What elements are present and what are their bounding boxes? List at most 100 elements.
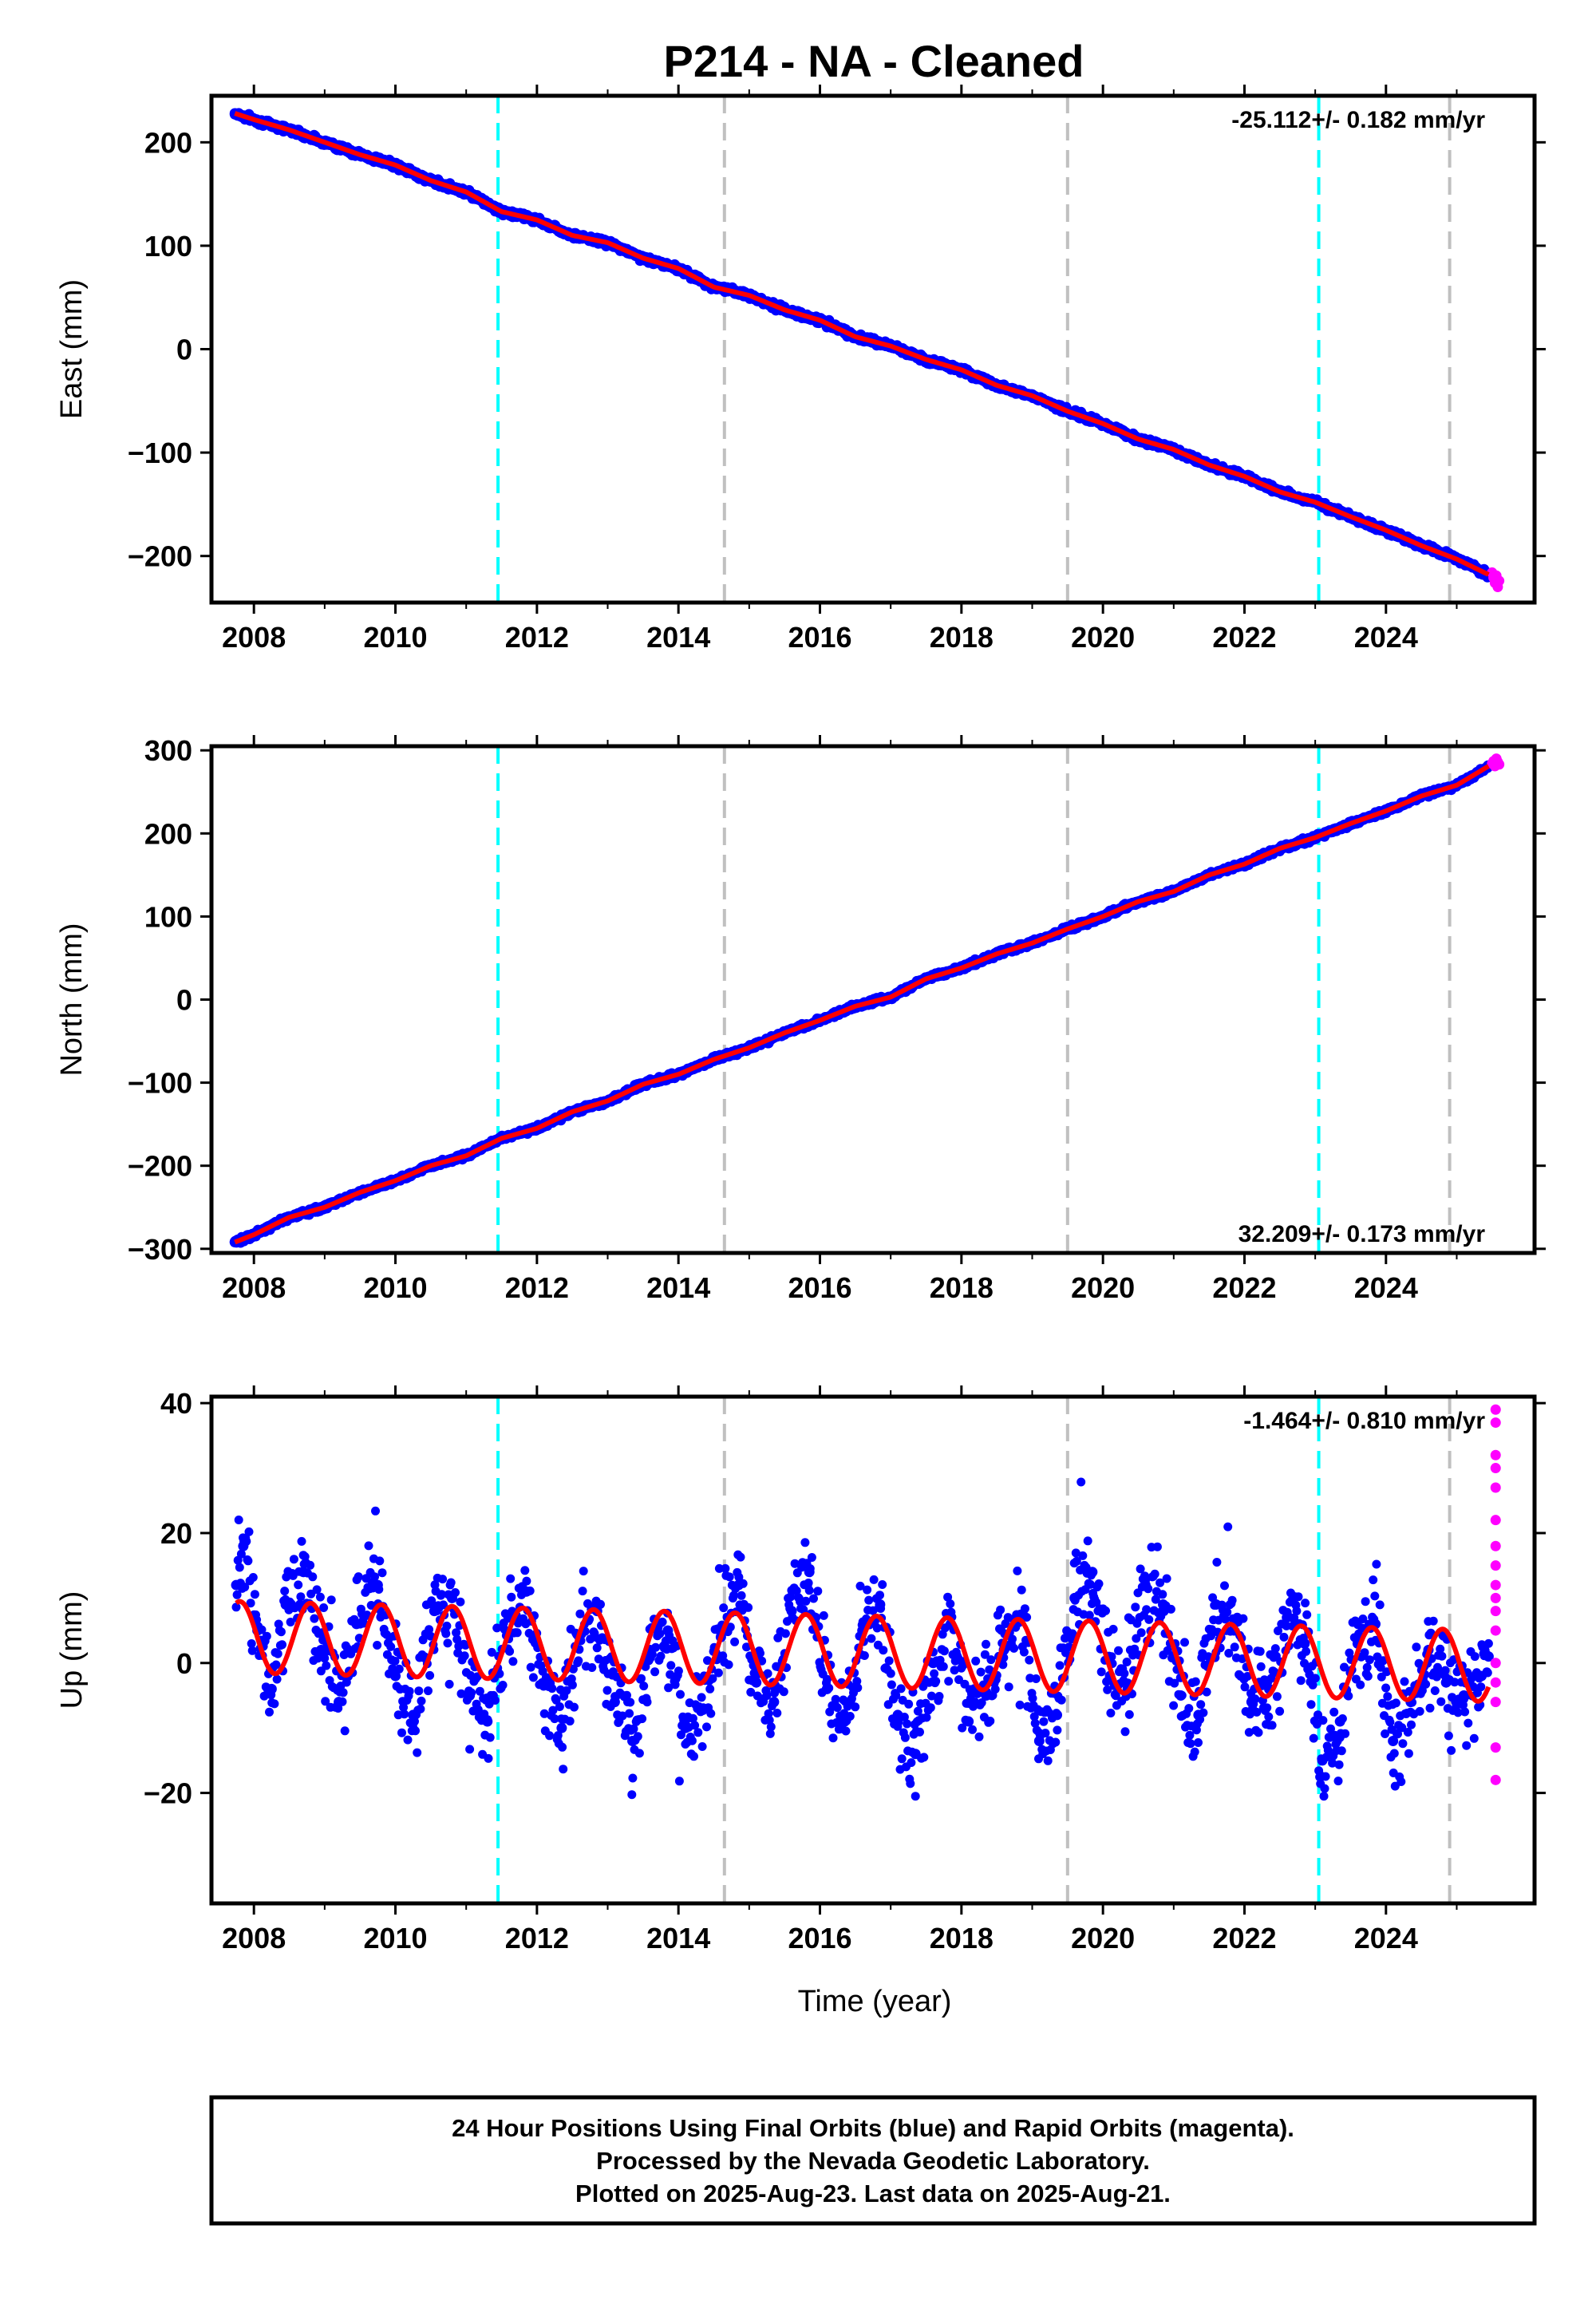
up-daily-point xyxy=(297,1536,306,1546)
up-daily-point xyxy=(326,1595,336,1605)
east-y-tick-label: −100 xyxy=(128,437,192,469)
up-daily-point xyxy=(265,1707,274,1717)
up-daily-point xyxy=(397,1728,406,1737)
up-daily-point xyxy=(296,1592,306,1602)
north-x-tick-label: 2020 xyxy=(1071,1271,1135,1304)
up-daily-point xyxy=(507,1592,516,1602)
up-daily-point xyxy=(280,1587,290,1596)
up-daily-point xyxy=(405,1686,414,1696)
up-daily-point xyxy=(498,1681,508,1690)
up-daily-point xyxy=(310,1614,319,1623)
north-y-tick-label: 300 xyxy=(144,734,192,767)
up-daily-point xyxy=(244,1527,254,1536)
up-daily-point xyxy=(424,1686,433,1696)
east-y-tick-label: 100 xyxy=(144,230,192,263)
up-daily-point xyxy=(465,1745,475,1754)
east-x-tick-label: 2012 xyxy=(505,621,569,654)
up-daily-point xyxy=(338,1688,348,1697)
north-x-tick-label: 2008 xyxy=(222,1271,286,1304)
up-daily-point xyxy=(460,1651,469,1661)
east-x-tick-label: 2010 xyxy=(363,621,427,654)
up-daily-point xyxy=(248,1573,258,1582)
up-daily-point xyxy=(417,1696,426,1705)
up-daily-point xyxy=(354,1572,363,1582)
up-daily-point xyxy=(414,1686,424,1696)
north-x-tick-label: 2024 xyxy=(1354,1271,1418,1304)
north-x-tick-label: 2022 xyxy=(1212,1271,1276,1304)
north-x-tick-label: 2012 xyxy=(505,1271,569,1304)
up-daily-point xyxy=(364,1541,373,1551)
up-daily-point xyxy=(262,1631,271,1641)
north-rate-label: 32.209+/- 0.173 mm/yr xyxy=(1238,1221,1486,1247)
up-daily-point xyxy=(400,1709,409,1719)
up-daily-point xyxy=(308,1572,318,1582)
north-x-tick-label: 2016 xyxy=(788,1271,851,1304)
up-daily-point xyxy=(235,1563,244,1572)
up-daily-point xyxy=(456,1597,465,1607)
up-daily-point xyxy=(322,1661,331,1670)
up-daily-point xyxy=(443,1638,452,1648)
up-panel: 2008 2010 2012 2014 2016 2018 2020 2022 2024−200… xyxy=(55,1385,1546,1954)
up-daily-point xyxy=(270,1699,279,1709)
up-daily-point xyxy=(413,1748,422,1757)
up-daily-point xyxy=(505,1646,515,1656)
up-daily-point xyxy=(438,1575,448,1584)
east-y-tick-label: 0 xyxy=(176,334,192,366)
up-daily-point xyxy=(484,1753,493,1763)
up-daily-point xyxy=(289,1555,298,1564)
up-daily-point xyxy=(403,1735,413,1745)
east-rapid-point xyxy=(1494,575,1505,587)
east-x-tick-label: 2018 xyxy=(930,621,994,654)
east-x-tick-label: 2022 xyxy=(1212,621,1276,654)
up-daily-point xyxy=(506,1574,516,1583)
up-daily-point xyxy=(375,1556,385,1566)
east-x-tick-label: 2020 xyxy=(1071,621,1135,654)
north-y-axis-label: North (mm) xyxy=(55,923,89,1076)
up-daily-point xyxy=(234,1516,243,1524)
east-rate-label: -25.112+/- 0.182 mm/yr xyxy=(1231,107,1485,133)
up-daily-point xyxy=(272,1674,282,1684)
east-y-axis-label: East (mm) xyxy=(55,279,89,419)
north-panel: 2008 2010 2012 2014 2016 2018 2020 2022 2024 −300… xyxy=(55,734,1546,1304)
up-daily-point xyxy=(491,1696,500,1705)
up-daily-point xyxy=(340,1726,350,1736)
up-daily-point xyxy=(250,1590,259,1599)
north-x-tick-label: 2010 xyxy=(363,1271,427,1304)
up-daily-point xyxy=(371,1506,380,1516)
north-x-tick-label: 2018 xyxy=(930,1271,994,1304)
east-x-tick-label: 2024 xyxy=(1354,621,1418,654)
up-daily-point xyxy=(377,1568,387,1578)
up-daily-point xyxy=(446,1578,456,1587)
up-daily-point xyxy=(485,1733,495,1742)
up-daily-point xyxy=(276,1627,286,1637)
east-x-tick-label: 2014 xyxy=(646,621,710,654)
up-daily-point xyxy=(231,1603,241,1612)
east-panel: 2008 2010 2012 2014 2016 2018 2020 2022 2024 −200… xyxy=(55,85,1546,654)
up-daily-point xyxy=(315,1592,325,1602)
up-daily-point xyxy=(373,1641,382,1650)
up-daily-point xyxy=(278,1640,286,1650)
plots-group: 2008 2010 2012 2014 2016 2018 2020 2022 2024 −200… xyxy=(55,85,1546,1954)
north-y-tick-label: −300 xyxy=(128,1233,192,1266)
east-y-tick-label: −200 xyxy=(128,540,192,573)
up-daily-point xyxy=(441,1629,451,1638)
east-y-tick-label: 200 xyxy=(144,126,192,159)
east-daily-points xyxy=(229,108,1494,583)
north-y-tick-label: 200 xyxy=(144,817,192,850)
north-y-tick-label: 0 xyxy=(176,984,192,1017)
east-x-tick-label: 2008 xyxy=(222,621,286,654)
north-y-tick-label: 100 xyxy=(144,900,192,933)
east-x-tick-label: 2016 xyxy=(788,621,851,654)
up-daily-point xyxy=(425,1670,435,1680)
north-rapid-point xyxy=(1494,759,1505,770)
up-daily-point xyxy=(294,1580,303,1590)
figure-title: P214 - NA - Cleaned xyxy=(664,36,1084,86)
north-y-tick-label: −200 xyxy=(128,1150,192,1183)
up-daily-point xyxy=(444,1679,454,1689)
up-daily-point xyxy=(411,1726,420,1736)
up-daily-point xyxy=(442,1621,452,1630)
up-daily-point xyxy=(273,1649,282,1658)
north-x-tick-label: 2014 xyxy=(646,1271,710,1304)
east-model-fit-line xyxy=(234,111,1490,577)
